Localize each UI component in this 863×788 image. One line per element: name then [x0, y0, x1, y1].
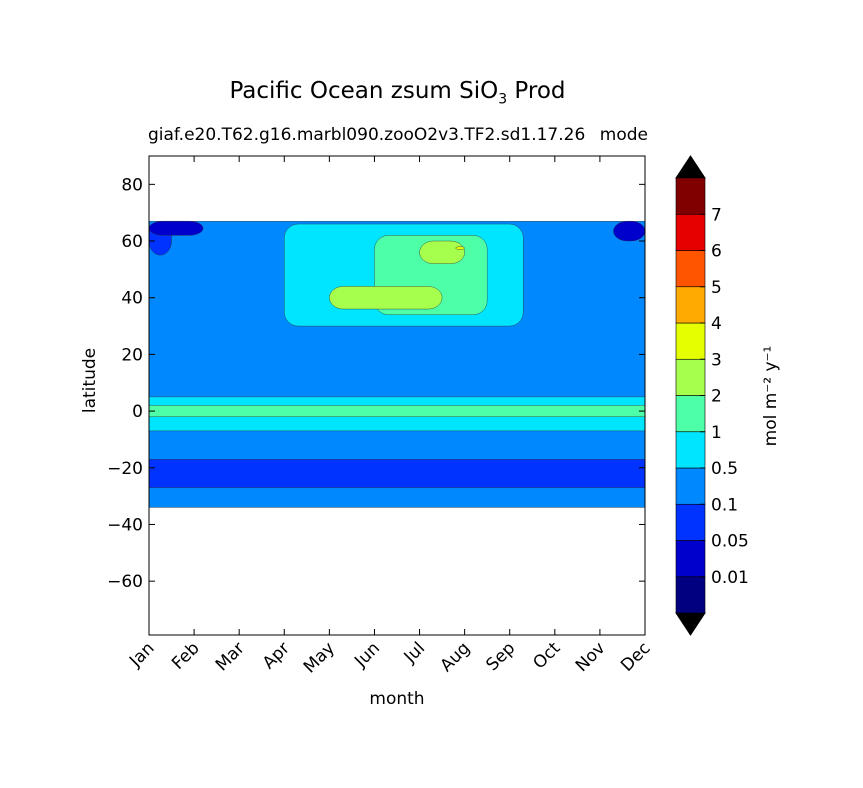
- y-tick-label: −60: [107, 572, 143, 592]
- plot-frame: [148, 155, 646, 636]
- colorbar-segment: [675, 540, 706, 578]
- colorbar-segment: [675, 431, 706, 469]
- x-tick-label: Jul: [400, 638, 429, 667]
- colorbar-segment: [675, 213, 706, 251]
- x-tick-label: Oct: [529, 638, 564, 673]
- chart-title: Pacific Ocean zsum SiO3 Prod: [0, 78, 795, 108]
- colorbar: 0.01 0.05 0.1 0.5 1 2 3 4 5 6 7 mol m⁻² y⁻¹: [675, 155, 781, 636]
- colorbar-segment: [675, 503, 706, 541]
- y-axis: 80 60 40 20 0 −20 −40 −60 latitude: [80, 175, 645, 592]
- y-axis-label: latitude: [80, 348, 100, 413]
- colorbar-tick-label: 0.01: [711, 568, 749, 588]
- colorbar-tick-label: 2: [711, 387, 722, 407]
- contour-band-10: [419, 240, 465, 264]
- y-tick-label: 80: [121, 175, 143, 195]
- colorbar-tick-label: 3: [711, 350, 722, 370]
- colorbar-tick-label: 1: [711, 423, 722, 443]
- contour-band-11: [455, 246, 465, 250]
- y-tick-label: 60: [121, 232, 143, 252]
- x-tick-label: Nov: [572, 638, 610, 676]
- chart-subtitle-mode: mode: [599, 125, 648, 145]
- colorbar-segment: [675, 177, 706, 215]
- colorbar-segment: [675, 395, 706, 433]
- x-tick-label: Dec: [617, 638, 654, 675]
- contour-band-9: [329, 286, 443, 310]
- colorbar-segment: [675, 250, 706, 288]
- y-tick-label: 0: [132, 402, 143, 422]
- x-tick-label: Aug: [437, 638, 475, 676]
- colorbar-tick-label: 0.05: [711, 532, 749, 552]
- chart-title-subscript: 3: [498, 91, 508, 108]
- chart-subtitle: giaf.e20.T62.g16.marbl090.zooO2v3.TF2.sd…: [148, 125, 586, 145]
- y-tick-label: −20: [107, 459, 143, 479]
- y-tick-label: 40: [121, 289, 143, 309]
- colorbar-segment: [675, 322, 706, 360]
- y-tick-label: −40: [107, 515, 143, 535]
- colorbar-tick-label: 5: [711, 278, 722, 298]
- contour-band-3: [148, 220, 204, 236]
- y-tick-label: 20: [121, 345, 143, 365]
- chart-title-suffix: Prod: [507, 78, 566, 104]
- contour-band-4: [613, 220, 646, 242]
- colorbar-segment: [675, 576, 706, 614]
- x-axis-label: month: [369, 689, 424, 709]
- x-tick-label: Mar: [212, 638, 249, 675]
- x-tick-label: Apr: [259, 638, 294, 673]
- x-tick-label: Feb: [168, 638, 203, 673]
- plot-area: [148, 155, 646, 636]
- x-tick-label: Jan: [125, 638, 158, 671]
- colorbar-label: mol m⁻² y⁻¹: [761, 346, 781, 447]
- contour-band-1: [148, 459, 646, 488]
- colorbar-tick-label: 0.5: [711, 459, 738, 479]
- chart-title-main: Pacific Ocean zsum SiO: [229, 78, 499, 104]
- colorbar-segment: [675, 286, 706, 324]
- colorbar-segment: [675, 467, 706, 505]
- colorbar-tick-label: 7: [711, 205, 722, 225]
- colorbar-tick-label: 0.1: [711, 495, 738, 515]
- colorbar-segment: [675, 358, 706, 396]
- x-tick-label: May: [300, 638, 339, 677]
- colorbar-extend-top: [675, 155, 706, 179]
- colorbar-extend-bottom: [675, 612, 706, 636]
- contour-band-7: [148, 405, 646, 417]
- x-tick-label: Sep: [482, 638, 519, 675]
- x-tick-label: Jun: [350, 638, 384, 672]
- colorbar-tick-label: 4: [711, 314, 722, 334]
- colorbar-tick-label: 6: [711, 242, 722, 262]
